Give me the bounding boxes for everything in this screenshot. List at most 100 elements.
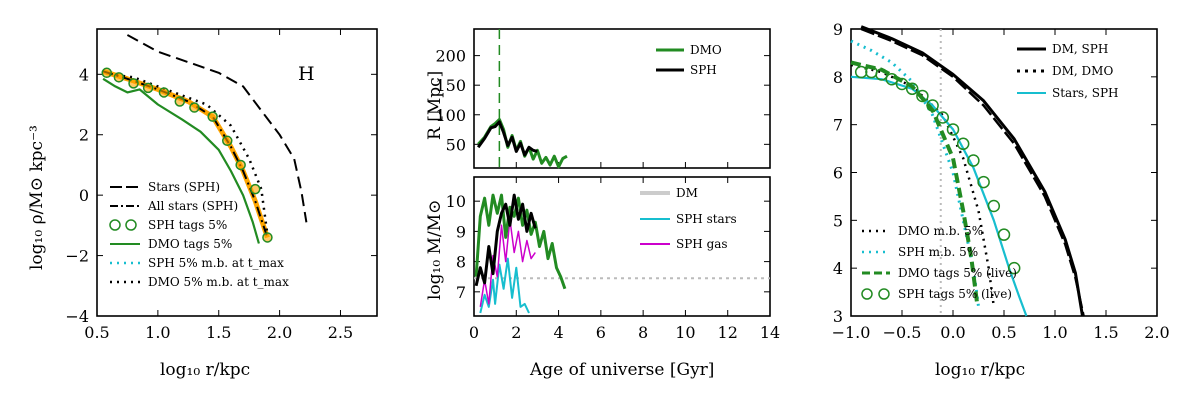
sph-tags-live-point (1007, 261, 1021, 275)
dmo-tags-line (102, 77, 260, 244)
density-profile-panel: H log₁₀ r/kpc log₁₀ ρ/M⊙ kpc⁻³ 0.5 1.0 1.5… (27, 28, 378, 380)
sph-tags-live-point (946, 123, 960, 136)
panel-label: H (298, 63, 315, 85)
y-tick-label: 5 (833, 211, 843, 230)
enclosed-profile-panel: log₁₀ r/kpc −1.0 −0.5 0.0 0.5 1.0 1.5 2.0 3 4 5 6 7… (832, 20, 1170, 380)
legend-dmo: DMO (690, 43, 722, 57)
y-tick-label: 9 (456, 222, 466, 241)
legend-sph-gas: SPH gas (676, 237, 728, 251)
panel4-legend-bottom: DMO m.b. 5% SPH m.b. 5% DMO tags 5% (liv… (861, 224, 1017, 301)
x-tick-label: 12 (718, 323, 738, 342)
legend-dmo-mb5: DMO m.b. 5% (898, 224, 983, 238)
sph-tags-point (222, 135, 233, 147)
sph-tags-live-point (967, 154, 980, 167)
dm-dmo-line (860, 27, 1085, 317)
sph-mass-line (474, 193, 537, 287)
sph-tags-point (174, 96, 186, 107)
panel1-legend: Stars (SPH) All stars (SPH) SPH tags 5% … (109, 180, 289, 289)
y-tick-label: 3 (833, 307, 843, 326)
sph-tags-point (113, 72, 125, 83)
x-tick-label: 2.5 (328, 323, 353, 342)
sph-tags-live-point (977, 175, 990, 189)
sph-tags-point (262, 232, 273, 243)
y-tick-label: 150 (435, 76, 466, 95)
sph-gas-mass-line (479, 218, 536, 308)
sph-tags-point (250, 183, 261, 195)
panel4-xlabel: log₁₀ r/kpc (935, 360, 1025, 380)
y-tick-label: 6 (833, 164, 843, 183)
sph-tags-live-point (997, 228, 1011, 241)
sph-stars-mass-line (479, 257, 530, 314)
panel2-legend: DMO SPH (656, 43, 722, 77)
legend-stars-sph-p4: Stars, SPH (1052, 86, 1118, 100)
panel1-ylabel: log₁₀ ρ/M⊙ kpc⁻³ (27, 125, 47, 270)
sph-tags-live-point (854, 65, 868, 79)
x-tick-label: 14 (760, 323, 780, 342)
y-tick-label: 9 (833, 20, 843, 39)
dm-sph-line (860, 25, 1084, 317)
stars-sph-line (850, 75, 1028, 317)
legend-dm-sph: DM, SPH (1052, 42, 1108, 56)
x-tick-label: 1.5 (1093, 323, 1118, 342)
legend-sph-stars: SPH stars (676, 212, 737, 226)
sph-tags-live-point (926, 99, 939, 112)
panel2-frame (473, 28, 771, 169)
legend-dmo-tags-live: DMO tags 5% (live) (898, 266, 1017, 280)
x-tick-label: 4 (553, 323, 563, 342)
legend-sph-tags-live-swatch-a (861, 288, 873, 300)
legend-sph-tags-swatch-b (125, 219, 137, 231)
legend-sph: SPH (690, 63, 717, 77)
legend-sph-tags: SPH tags 5% (148, 218, 227, 232)
x-tick-label: 0 (469, 323, 479, 342)
panel1-frame (96, 28, 378, 317)
y-tick-label: 7 (456, 283, 466, 302)
legend-dm-dmo: DM, DMO (1052, 64, 1113, 78)
sph-tags-point (101, 67, 112, 79)
x-tick-label: 0.5 (991, 323, 1016, 342)
legend-sph-mb: SPH 5% m.b. at t_max (148, 256, 284, 270)
y-tick-label: 10 (446, 192, 466, 211)
x-tick-label: 6 (596, 323, 606, 342)
dm-density-line (126, 34, 308, 223)
sph-radius-line (476, 120, 538, 157)
legend-dmo-mb: DMO 5% m.b. at t_max (148, 275, 289, 289)
sph-tags-point (142, 82, 154, 94)
y-tick-label: −2 (65, 247, 89, 266)
y-tick-label: 8 (456, 253, 466, 272)
x-tick-label: 1.0 (1042, 323, 1067, 342)
sph-tags-live-point (895, 77, 909, 91)
legend-sph-tags-live-swatch-b (878, 288, 890, 300)
y-tick-label: 8 (833, 68, 843, 87)
sph-tags-live-point (987, 199, 1001, 213)
legend-all-stars: All stars (SPH) (147, 199, 238, 213)
legend-stars-sph: Stars (SPH) (148, 180, 220, 194)
y-tick-label: 0 (79, 186, 89, 205)
x-tick-label: 10 (675, 323, 695, 342)
y-tick-label: 100 (435, 106, 466, 125)
sph-tags-live-point (936, 111, 950, 124)
panel4-legend-top: DM, SPH DM, DMO Stars, SPH (1017, 42, 1118, 100)
mass-panel: Age of universe [Gyr] log₁₀ M/M⊙ 0 2 4 6 8 10… (425, 176, 780, 380)
y-tick-label: 2 (79, 126, 89, 145)
x-tick-label: −0.5 (883, 323, 922, 342)
y-tick-label: 4 (79, 65, 89, 84)
x-tick-label: 1.0 (145, 323, 170, 342)
sph-tags-live-point (916, 89, 929, 103)
legend-sph-tags-swatch-a (109, 219, 121, 231)
panel3-frame (473, 176, 771, 317)
y-tick-label: 4 (833, 259, 843, 278)
legend-dm: DM (676, 186, 698, 200)
y-tick-label: 7 (833, 116, 843, 135)
sph-tags-live-point (875, 68, 888, 81)
y-tick-label: 200 (435, 47, 466, 66)
legend-dmo-tags: DMO tags 5% (148, 237, 232, 251)
y-tick-label: 50 (446, 135, 466, 154)
sph-tags-live-point (885, 72, 899, 86)
sph-tags-point (207, 111, 218, 122)
x-tick-label: 8 (638, 323, 648, 342)
x-tick-label: 2 (511, 323, 521, 342)
panel1-xlabel: log₁₀ r/kpc (160, 360, 250, 380)
sph-tags-point (189, 102, 200, 113)
x-tick-label: −1.0 (832, 323, 871, 342)
sph-tags-live-point (905, 82, 919, 96)
